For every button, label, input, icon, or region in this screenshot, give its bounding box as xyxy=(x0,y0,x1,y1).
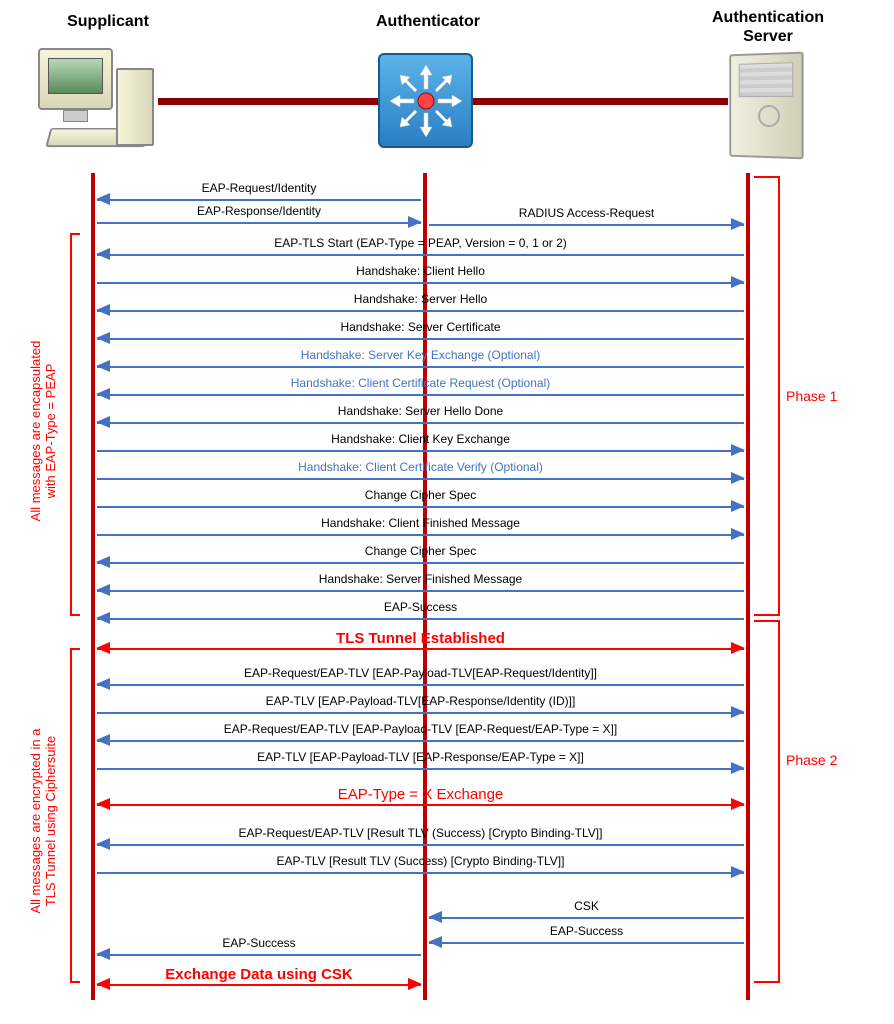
msg-5: Handshake: Server Hello xyxy=(97,294,744,320)
bracket-left-1 xyxy=(70,233,80,616)
msg-16: EAP-Success xyxy=(97,602,744,628)
msg-6: Handshake: Server Certificate xyxy=(97,322,744,348)
msg-21: EAP-TLV [EAP-Payload-TLV [EAP-Response/E… xyxy=(97,752,744,778)
lifeline-server xyxy=(746,173,750,1000)
msg-14: Change Cipher Spec xyxy=(97,546,744,572)
msg-7: Handshake: Server Key Exchange (Optional… xyxy=(97,350,744,376)
msg-13: Handshake: Client Finished Message xyxy=(97,518,744,544)
header-supplicant: Supplicant xyxy=(48,13,168,31)
msg-27: EAP-Success xyxy=(97,938,421,964)
computer-icon xyxy=(38,48,158,158)
msg-19: EAP-TLV [EAP-Payload-TLV[EAP-Response/Id… xyxy=(97,696,744,722)
msg-2: RADIUS Access-Request xyxy=(429,208,744,234)
msg-23: EAP-Request/EAP-TLV [Result TLV (Success… xyxy=(97,828,744,854)
msg-10: Handshake: Client Key Exchange xyxy=(97,434,744,460)
msg-18: EAP-Request/EAP-TLV [EAP-Payload-TLV[EAP… xyxy=(97,668,744,694)
bracket-phase2: Phase 2 xyxy=(768,620,780,983)
msg-1: EAP-Response/Identity xyxy=(97,206,421,232)
msg-28: Exchange Data using CSK xyxy=(97,968,421,994)
connector-left-icon xyxy=(158,98,380,105)
switch-icon xyxy=(378,53,473,148)
msg-4: Handshake: Client Hello xyxy=(97,266,744,292)
msg-8: Handshake: Client Certificate Request (O… xyxy=(97,378,744,404)
msg-17: TLS Tunnel Established xyxy=(97,632,744,658)
connector-right-icon xyxy=(473,98,728,105)
msg-3: EAP-TLS Start (EAP-Type = PEAP, Version … xyxy=(97,238,744,264)
bracket-left-2 xyxy=(70,648,80,983)
msg-20: EAP-Request/EAP-TLV [EAP-Payload-TLV [EA… xyxy=(97,724,744,750)
sequence-diagram: Supplicant Authenticator AuthenticationS… xyxy=(8,8,886,1016)
msg-11: Handshake: Client Certificate Verify (Op… xyxy=(97,462,744,488)
vlabel-2a: All messages are encrypted in aTLS Tunne… xyxy=(28,701,58,941)
header-authenticator: Authenticator xyxy=(348,13,508,31)
lifeline-supplicant xyxy=(91,173,95,1000)
vlabel-1a: All messages are encapsulatedwith EAP-Ty… xyxy=(28,311,58,551)
msg-24: EAP-TLV [Result TLV (Success) [Crypto Bi… xyxy=(97,856,744,882)
msg-9: Handshake: Server Hello Done xyxy=(97,406,744,432)
bracket-phase1: Phase 1 xyxy=(768,176,780,616)
msg-22: EAP-Type = X Exchange xyxy=(97,788,744,814)
server-icon xyxy=(729,52,803,160)
msg-12: Change Cipher Spec xyxy=(97,490,744,516)
header-server: AuthenticationServer xyxy=(678,8,858,46)
msg-15: Handshake: Server Finished Message xyxy=(97,574,744,600)
msg-26: EAP-Success xyxy=(429,926,744,952)
